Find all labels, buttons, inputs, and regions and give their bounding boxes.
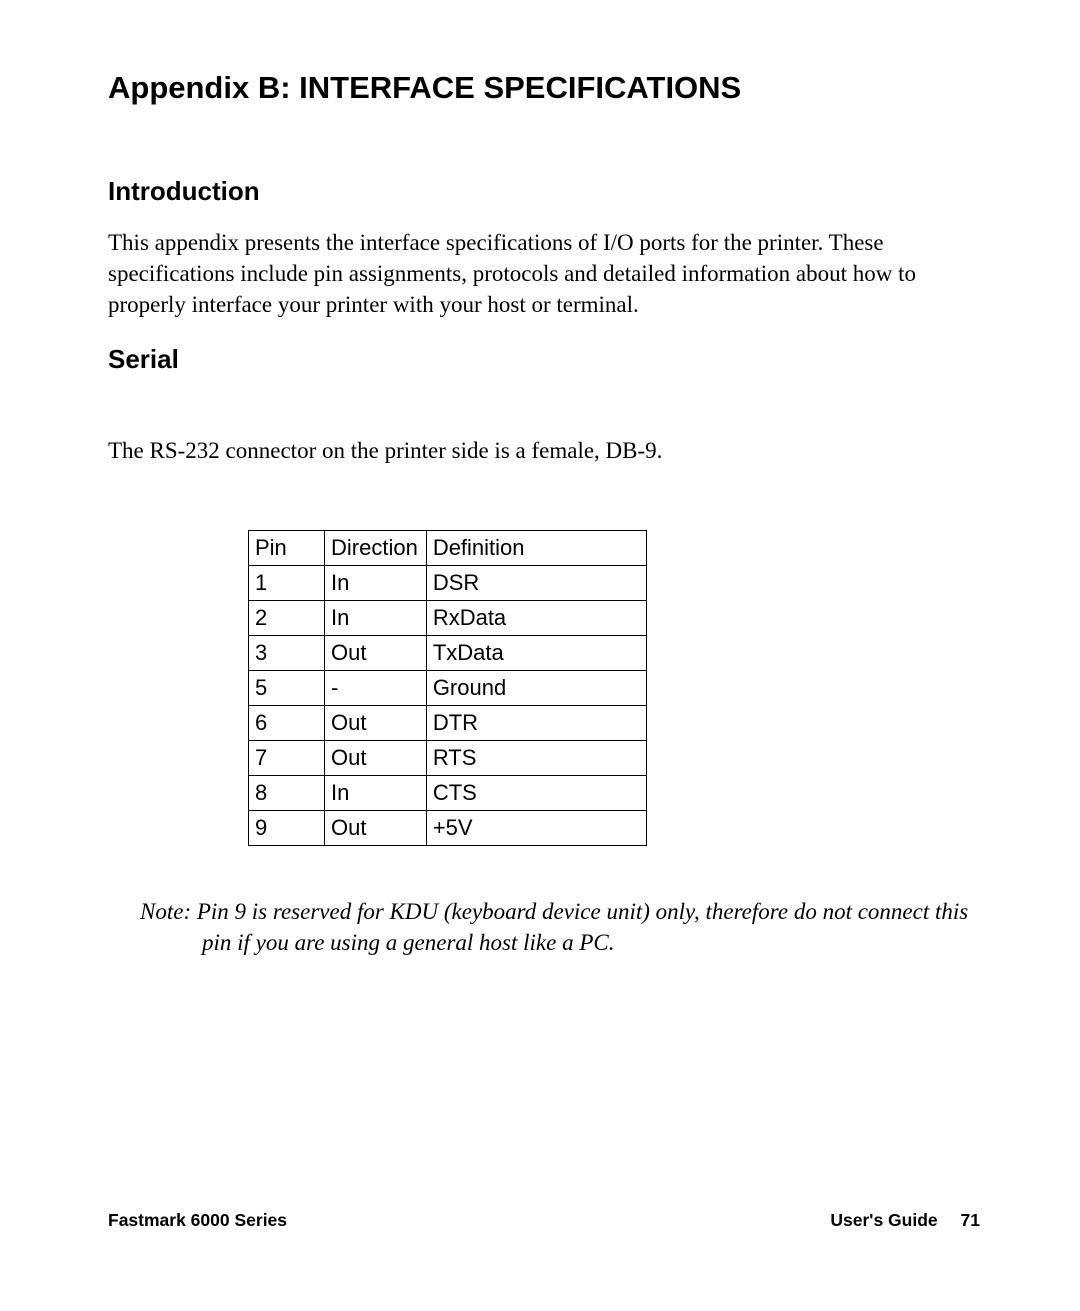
footer-page-number: 71: [961, 1210, 980, 1230]
serial-paragraph: The RS-232 connector on the printer side…: [108, 435, 980, 466]
pin-table: Pin Direction Definition 1 In DSR 2 In R…: [248, 530, 647, 846]
serial-note: Note: Pin 9 is reserved for KDU (keyboar…: [140, 896, 980, 958]
introduction-paragraph: This appendix presents the interface spe…: [108, 227, 980, 320]
table-row: 7 Out RTS: [249, 741, 647, 776]
cell-definition: RxData: [426, 601, 646, 636]
cell-definition: RTS: [426, 741, 646, 776]
table-row: 6 Out DTR: [249, 706, 647, 741]
document-page: Appendix B: INTERFACE SPECIFICATIONS Int…: [0, 0, 1080, 1311]
cell-direction: -: [325, 671, 427, 706]
appendix-title: Appendix B: INTERFACE SPECIFICATIONS: [108, 70, 980, 106]
col-header-direction: Direction: [325, 531, 427, 566]
cell-direction: Out: [325, 741, 427, 776]
cell-direction: Out: [325, 636, 427, 671]
cell-definition: TxData: [426, 636, 646, 671]
col-header-definition: Definition: [426, 531, 646, 566]
cell-pin: 8: [249, 776, 325, 811]
cell-definition: DSR: [426, 566, 646, 601]
cell-pin: 9: [249, 811, 325, 846]
serial-heading: Serial: [108, 344, 980, 375]
page-footer: Fastmark 6000 Series User's Guide 71: [108, 1210, 980, 1231]
table-row: 1 In DSR: [249, 566, 647, 601]
cell-pin: 1: [249, 566, 325, 601]
cell-direction: Out: [325, 706, 427, 741]
col-header-pin: Pin: [249, 531, 325, 566]
cell-direction: Out: [325, 811, 427, 846]
table-row: 9 Out +5V: [249, 811, 647, 846]
table-row: 3 Out TxData: [249, 636, 647, 671]
cell-definition: CTS: [426, 776, 646, 811]
cell-pin: 3: [249, 636, 325, 671]
cell-definition: Ground: [426, 671, 646, 706]
table-header-row: Pin Direction Definition: [249, 531, 647, 566]
cell-pin: 7: [249, 741, 325, 776]
cell-direction: In: [325, 776, 427, 811]
table-row: 5 - Ground: [249, 671, 647, 706]
cell-definition: +5V: [426, 811, 646, 846]
footer-guide-label: User's Guide: [830, 1210, 937, 1230]
cell-direction: In: [325, 566, 427, 601]
cell-direction: In: [325, 601, 427, 636]
footer-guide: User's Guide 71: [830, 1210, 980, 1231]
introduction-heading: Introduction: [108, 176, 980, 207]
cell-pin: 6: [249, 706, 325, 741]
cell-pin: 2: [249, 601, 325, 636]
table-row: 2 In RxData: [249, 601, 647, 636]
cell-pin: 5: [249, 671, 325, 706]
table-row: 8 In CTS: [249, 776, 647, 811]
cell-definition: DTR: [426, 706, 646, 741]
spacer: [108, 490, 980, 530]
footer-series: Fastmark 6000 Series: [108, 1210, 287, 1231]
spacer: [108, 395, 980, 435]
